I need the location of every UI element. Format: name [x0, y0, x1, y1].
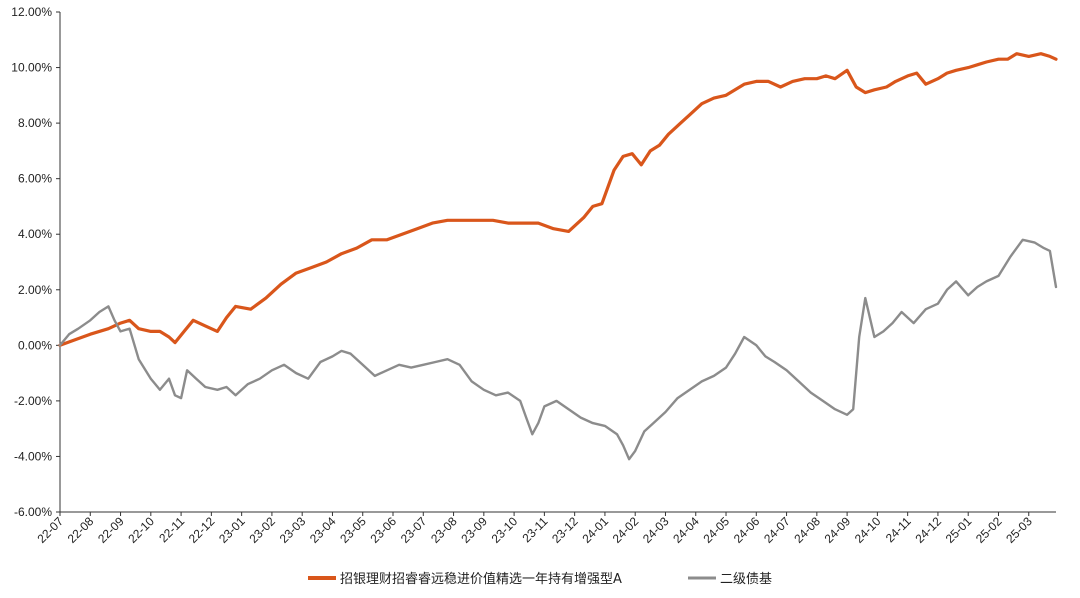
- y-tick-label: 8.00%: [18, 116, 52, 130]
- y-tick-label: 4.00%: [18, 227, 52, 241]
- x-tick-label: 24-10: [852, 514, 884, 546]
- x-tick-label: 23-06: [368, 514, 400, 546]
- x-tick-label: 23-07: [398, 514, 430, 546]
- x-tick-label: 22-10: [125, 514, 157, 546]
- x-tick-label: 22-11: [156, 514, 187, 545]
- x-tick-label: 22-09: [95, 514, 127, 546]
- x-tick-label: 23-09: [458, 514, 490, 546]
- x-tick-label: 23-03: [277, 514, 309, 546]
- x-tick-label: 23-02: [246, 514, 278, 546]
- x-tick-label: 24-11: [883, 514, 914, 545]
- x-tick-label: 23-01: [216, 514, 248, 546]
- legend-label-1: 招银理财招睿睿远稳进价值精选一年持有增强型A: [340, 571, 622, 587]
- x-tick-label: 24-12: [912, 514, 944, 546]
- y-tick-label: -2.00%: [14, 394, 52, 408]
- series-line-1: [58, 52, 1058, 347]
- series-line-2: [58, 238, 1058, 461]
- x-tick-label: 22-12: [186, 514, 218, 546]
- x-tick-label: 23-04: [307, 514, 339, 546]
- x-tick-label: 25-02: [973, 514, 1005, 546]
- legend: 招银理财招睿睿远稳进价值精选一年持有增强型A 二级债基: [308, 571, 772, 587]
- x-tick-label: 25-03: [1003, 514, 1035, 546]
- x-tick-label: 24-01: [579, 514, 611, 546]
- x-tick-label: 25-01: [943, 514, 975, 546]
- y-tick-label: 10.00%: [11, 61, 52, 75]
- x-tick-label: 24-05: [701, 514, 733, 546]
- y-tick-label: 6.00%: [18, 172, 52, 186]
- y-tick-label: 0.00%: [18, 338, 52, 352]
- x-tick-label: 24-03: [640, 514, 672, 546]
- x-tick-label: 23-08: [428, 514, 460, 546]
- x-tick-label: 24-09: [822, 514, 854, 546]
- x-tick-label: 23-05: [337, 514, 369, 546]
- series-lines: [58, 52, 1058, 461]
- x-tick-label: 24-07: [761, 514, 793, 546]
- y-tick-label: 12.00%: [11, 5, 52, 19]
- x-tick-label: 24-02: [610, 514, 642, 546]
- x-tick-label: 22-08: [65, 514, 97, 546]
- y-tick-label: -4.00%: [14, 449, 52, 463]
- x-tick-label: 23-12: [549, 514, 581, 546]
- x-tick-label: 24-08: [791, 514, 823, 546]
- y-tick-label: 2.00%: [18, 283, 52, 297]
- x-tick-label: 23-10: [489, 514, 521, 546]
- x-tick-label: 24-06: [731, 514, 763, 546]
- y-tick-label: -6.00%: [14, 505, 52, 519]
- legend-label-2: 二级债基: [720, 572, 772, 587]
- x-tick-label: 24-04: [670, 514, 702, 546]
- axes: -6.00% -4.00% -2.00% 0.00% 2.00% 4.00% 6.00% 8.…: [11, 5, 1056, 546]
- x-tick-label: 23-11: [520, 514, 551, 545]
